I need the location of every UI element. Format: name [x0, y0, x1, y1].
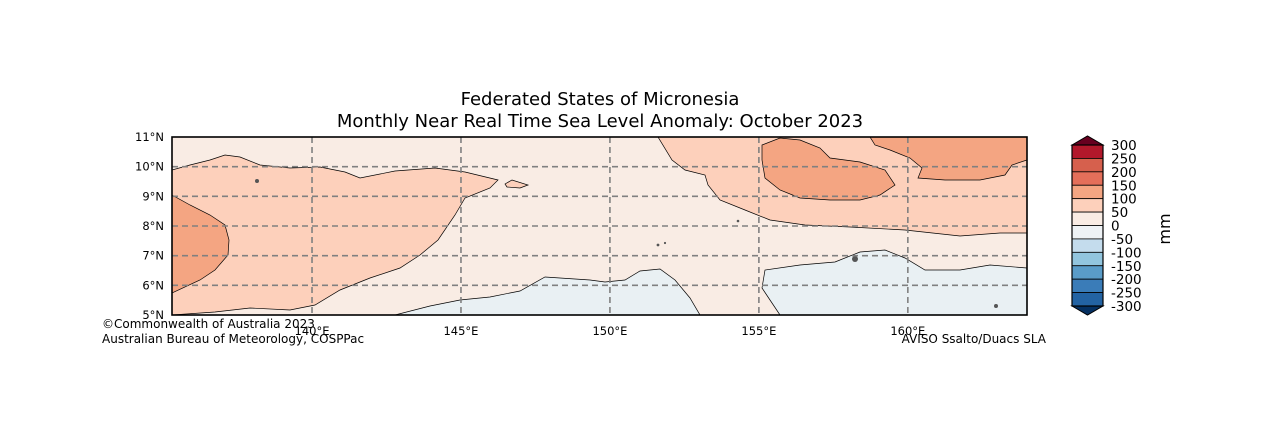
island-marker: [663, 241, 667, 245]
contour-fill-100-150-east-b: [869, 137, 1027, 181]
island-marker: [255, 179, 259, 183]
colorbar-tick-label: -100: [1111, 245, 1142, 261]
colorbar-tick-label: -250: [1111, 286, 1142, 302]
longitude-tick-labels: 140°E 145°E 150°E 155°E 160°E: [295, 324, 926, 338]
latitude-tick-label: 6°N: [142, 278, 164, 292]
title-line-1: Federated States of Micronesia: [461, 89, 740, 110]
colorbar-swatch: [1071, 184, 1104, 200]
colorbar-swatch: [1071, 198, 1104, 213]
colorbar-tick-label: 50: [1111, 205, 1128, 221]
contour-fill-100-150-west: [172, 194, 230, 294]
colorbar-swatch: [1071, 158, 1104, 173]
longitude-tick-label: 140°E: [295, 324, 330, 338]
colorbar-tick-label: 200: [1111, 165, 1137, 181]
colorbar-tick-label: 250: [1111, 151, 1137, 167]
longitude-tick-label: 145°E: [443, 324, 478, 338]
island-marker: [736, 219, 740, 223]
latitude-tick-label: 10°N: [135, 160, 164, 174]
colorbar-swatch: [1071, 251, 1104, 267]
contour-fill-small-spot: [504, 179, 530, 189]
latitude-tick-label: 11°N: [135, 130, 164, 144]
colorbar-tick-label: -200: [1111, 272, 1142, 288]
colorbar-tick-label: -50: [1111, 232, 1133, 248]
island-marker: [852, 256, 858, 262]
colorbar-swatch: [1071, 238, 1104, 253]
credit-copyright: ©Commonwealth of Australia 2023: [102, 317, 315, 331]
latitude-tick-label: 9°N: [142, 189, 164, 203]
latitude-tick-labels: 11°N 10°N 9°N 8°N 7°N 6°N 5°N: [135, 130, 164, 322]
colorbar-frame: [1071, 144, 1104, 307]
island-marker: [994, 304, 998, 308]
colorbar-swatch: [1071, 292, 1104, 307]
title-line-2: Monthly Near Real Time Sea Level Anomaly…: [337, 111, 863, 132]
map-frame: [171, 136, 1028, 316]
contour-fill-negative-east: [761, 249, 1027, 315]
colorbar-tick-label: 0: [1111, 219, 1120, 235]
colorbar-extend-top: [1070, 135, 1105, 146]
island-marker: [656, 243, 660, 247]
longitude-tick-label: 155°E: [741, 324, 776, 338]
map-panel: 11°N10°N9°N8°N7°N6°N5°N 140°E 145°E 150°E 1…: [135, 130, 1028, 338]
colorbar-tick-label: -300: [1111, 299, 1142, 315]
colorbar-swatch: [1071, 144, 1104, 159]
colorbar-tick-label: 100: [1111, 192, 1137, 208]
colorbar-swatch: [1071, 278, 1104, 293]
colorbar-tick-label: -150: [1111, 259, 1142, 275]
latitude-tick-label: 8°N: [142, 219, 164, 233]
longitude-tick-label: 160°E: [890, 324, 925, 338]
latitude-tick-label: 7°N: [142, 249, 164, 263]
colorbar-swatch: [1071, 225, 1104, 240]
contour-fill-100-150-east-a: [761, 137, 896, 201]
colorbar-swatch: [1071, 171, 1104, 186]
contour-fill-negative-center: [394, 268, 701, 315]
credit-data-source: AVISO Ssalto/Duacs SLA: [902, 332, 1047, 346]
colorbar-extend-bottom: [1070, 305, 1105, 316]
colorbar-swatch: [1071, 211, 1104, 226]
colorbar-tick-label: 150: [1111, 178, 1137, 194]
colorbar-tick-label: 300: [1111, 138, 1137, 154]
longitude-tick-label: 150°E: [592, 324, 627, 338]
colorbar-swatch: [1071, 265, 1104, 280]
colorbar: 300250200150100500-50-100-150-200-250-30…: [1070, 135, 1174, 316]
gridlines: [172, 137, 1027, 315]
credit-source: Australian Bureau of Meteorology, COSPPa…: [102, 332, 364, 346]
anomaly-field: [172, 137, 1027, 315]
colorbar-unit-label: mm: [1155, 213, 1174, 244]
contour-fill-50-100-west: [172, 154, 499, 315]
latitude-tick-label: 5°N: [142, 308, 164, 322]
